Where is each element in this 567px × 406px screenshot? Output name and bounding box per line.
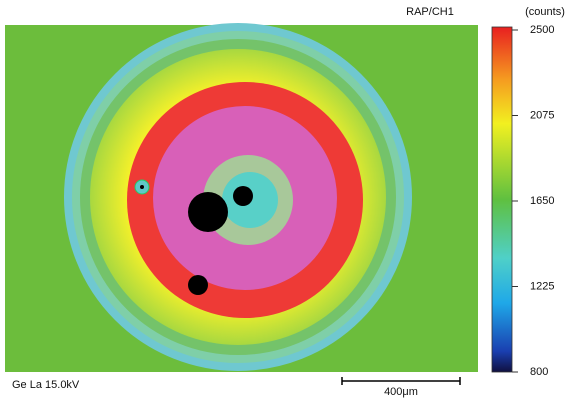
chart: RAP/CH1 (counts) Ge La 15.0kV 400μm 800 1… (0, 0, 567, 401)
colorbar-tick-label: 2500 (530, 24, 554, 36)
page: {"chart_data": {"type": "heatmap", "titl… (0, 0, 567, 401)
element-map (5, 25, 478, 372)
condition-label: Ge La 15.0kV (12, 379, 80, 391)
scale-bar (342, 377, 460, 385)
colorbar-tick-label: 2075 (530, 109, 554, 121)
scale-bar-label: 400μm (384, 386, 418, 398)
colorbar-label: (counts) (525, 6, 565, 18)
colorbar-tick-label: 1225 (530, 280, 554, 292)
colorbar (492, 27, 512, 372)
colorbar-tick-label: 800 (530, 366, 548, 378)
chart-title: RAP/CH1 (406, 6, 454, 18)
colorbar-tick-label: 1650 (530, 195, 554, 207)
